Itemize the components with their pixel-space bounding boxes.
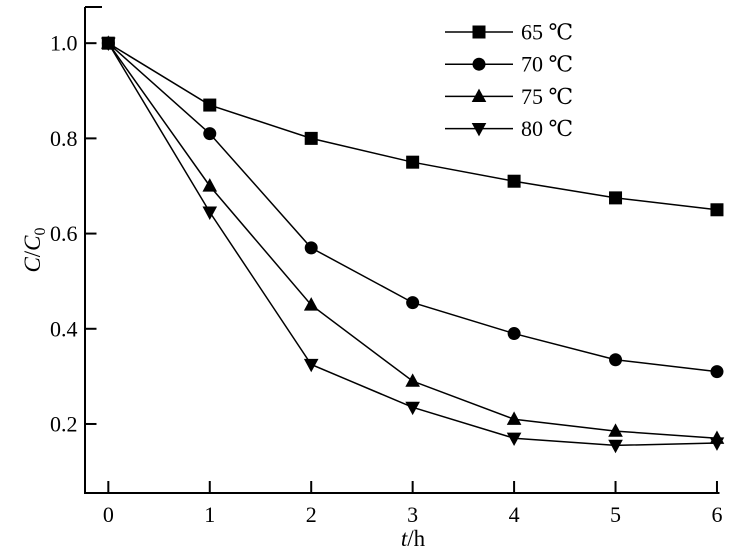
y-tick-label-0.4: 0.4 <box>50 316 78 341</box>
y-tick-label-0.8: 0.8 <box>50 126 78 151</box>
x-tick-label-3: 3 <box>407 502 418 527</box>
legend-item-65c-label: 65 ℃ <box>521 20 573 45</box>
x-tick-label-5: 5 <box>610 502 621 527</box>
plot-area: 0.2 0.4 0.6 0.8 1.0 0 1 2 3 4 5 6 65 ℃ 70 ℃ 75 ℃ 80 ℃ <box>50 6 725 527</box>
legend-item-75c-label: 75 ℃ <box>521 84 573 109</box>
series-65c-marker-t5 <box>609 191 623 205</box>
series-65c-line <box>107 42 718 211</box>
legend-item-65c: 65 ℃ <box>445 20 573 45</box>
series-80c-marker-t0 <box>101 37 116 51</box>
y-axis-label-c0: C <box>20 235 45 251</box>
legend: 65 ℃ 70 ℃ 75 ℃ 80 ℃ <box>445 20 573 141</box>
legend-item-75c: 75 ℃ <box>445 84 573 109</box>
series-80c-marker-t1 <box>202 206 218 220</box>
series-70c-marker-t3 <box>406 296 420 310</box>
series-70c-marker-t4 <box>507 327 521 341</box>
x-tick-label-6: 6 <box>711 502 722 527</box>
series-65c-marker-t6 <box>710 203 724 217</box>
series-65c-marker-t3 <box>406 155 420 169</box>
x-axis-label-unit: /h <box>407 526 425 551</box>
series-80c-marker-t4 <box>506 432 522 447</box>
series-75c-marker-t1 <box>202 178 218 192</box>
series-80c-marker-t3 <box>405 401 420 416</box>
x-tick-label-2: 2 <box>306 502 317 527</box>
y-tick-label-0.2: 0.2 <box>50 411 78 436</box>
x-tick-label-0: 0 <box>103 502 114 527</box>
series-75c-marker-t5 <box>608 423 623 437</box>
y-axis-label-c: C <box>20 257 45 273</box>
series-75c-marker-t3 <box>405 373 420 387</box>
y-tick-label-0.6: 0.6 <box>50 221 78 246</box>
legend-item-75c-marker <box>471 88 487 102</box>
series-75c-marker-t2 <box>303 297 319 311</box>
x-tick-label-1: 1 <box>204 502 215 527</box>
legend-item-80c: 80 ℃ <box>445 116 573 141</box>
series-80c-marker-t5 <box>608 439 623 454</box>
legend-item-70c-marker <box>472 57 486 71</box>
series-70c-line <box>107 42 718 373</box>
series-70c-marker-t1 <box>203 127 217 141</box>
legend-item-70c: 70 ℃ <box>445 52 573 77</box>
x-axis-label-symbol: t <box>401 526 408 551</box>
series-75c-marker-t4 <box>506 411 522 425</box>
series-65c-marker-t1 <box>203 98 217 112</box>
series-70c-marker-t6 <box>710 365 724 379</box>
series-70c-marker-t5 <box>609 353 623 367</box>
series-65c-marker-t4 <box>507 174 521 188</box>
y-tick-label-1.0: 1.0 <box>50 31 78 56</box>
y-axis-label-slash: / <box>20 250 45 257</box>
legend-item-80c-marker <box>471 123 487 137</box>
x-tick-label-4: 4 <box>509 502 520 527</box>
series-80c-marker-t2 <box>303 358 319 373</box>
axis-frame <box>84 7 720 494</box>
legend-item-70c-label: 70 ℃ <box>521 52 573 77</box>
x-axis-label: t/h <box>401 526 426 551</box>
series-80c-marker-t6 <box>709 437 725 451</box>
legend-item-65c-marker <box>472 25 486 39</box>
y-axis-label-subscript: 0 <box>32 227 49 235</box>
series-70c-marker-t2 <box>304 241 318 255</box>
series-65c-marker-t2 <box>304 131 318 145</box>
legend-item-80c-label: 80 ℃ <box>521 116 573 141</box>
y-axis-label: C/C0 <box>20 227 49 272</box>
